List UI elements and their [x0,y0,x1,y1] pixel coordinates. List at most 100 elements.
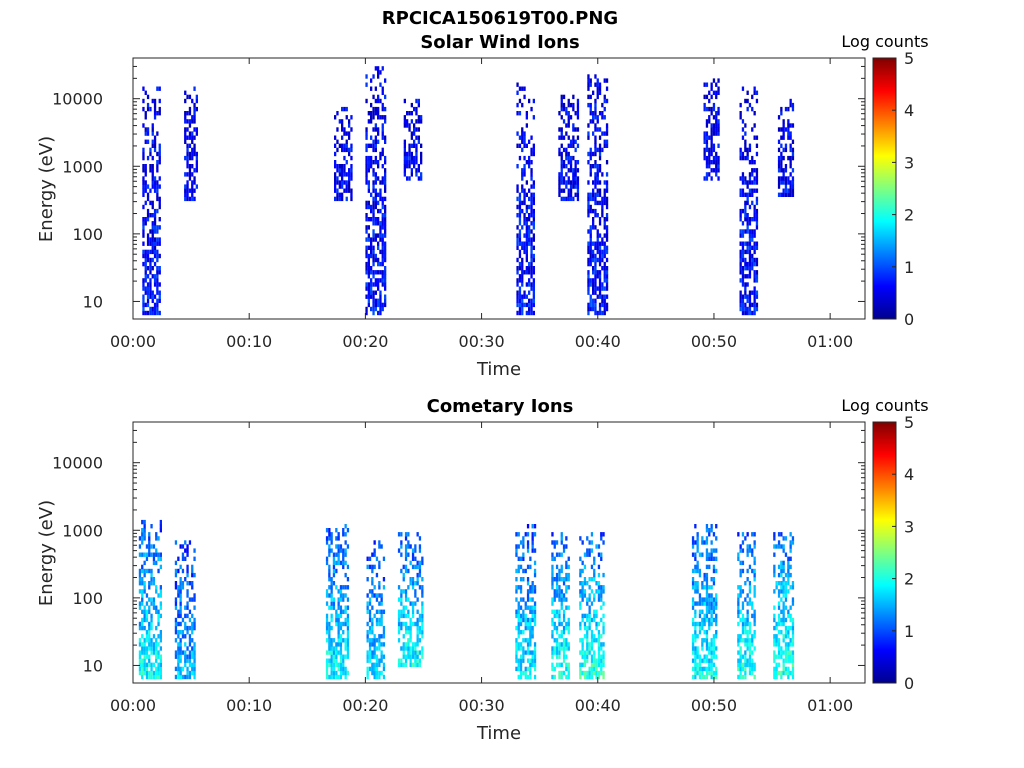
spectrogram-cell [555,638,559,643]
spectrogram-cell [741,253,745,259]
spectrogram-cell [753,298,756,303]
spectrogram-cell [414,650,417,655]
spectrogram-cell [414,593,417,598]
spectrogram-cell [368,601,372,606]
spectrogram-cell [739,188,742,193]
spectrogram-cell [409,654,412,659]
spectrogram-cell [715,568,718,574]
spectrogram-cell [791,188,795,193]
spectrogram-cell [410,155,413,161]
spectrogram-cell [378,544,381,549]
spectrogram-cell [153,184,157,189]
spectrogram-cell [594,184,597,189]
spectrogram-cell [753,278,756,283]
spectrogram-cell [744,650,747,655]
spectrogram-cell [411,548,415,553]
spectrogram-cell [384,78,387,83]
spectrogram-cell [784,589,788,594]
spectrogram-cell [780,572,783,578]
spectrogram-cell [601,208,604,214]
spectrogram-cell [151,221,154,226]
spectrogram-cell [587,180,590,185]
spectrogram-cell [403,119,406,124]
spectrogram-cell [739,593,742,598]
spectrogram-cell [375,646,379,651]
spectrogram-cell [751,253,754,259]
spectrogram-cell [744,625,747,631]
spectrogram-cell [522,630,525,635]
spectrogram-cell [701,621,704,627]
spectrogram-cell [696,585,699,590]
spectrogram-cell [551,634,554,639]
spectrogram-cell [184,613,187,619]
spectrogram-cell [528,237,531,242]
spectrogram-cell [150,617,153,623]
spectrogram-cell [145,568,149,574]
spectrogram-cell [588,548,591,553]
spectrogram-cell [330,581,333,586]
spectrogram-cell [344,646,347,651]
spectrogram-cell [565,536,568,541]
spectrogram-cell [381,106,384,112]
spectrogram-cell [594,208,597,214]
spectrogram-cell [188,662,192,667]
spectrogram-cell [384,229,387,234]
spectrogram-cell [791,155,795,161]
spectrogram-cell [777,180,781,185]
spectrogram-cell [555,654,559,659]
spectrogram-cell [343,188,346,193]
spectrogram-cell [705,581,709,586]
spectrogram-cell [516,204,519,210]
spectrogram-cell [777,621,781,627]
spectrogram-cell [344,524,347,529]
spectrogram-cell [594,172,597,177]
spectrogram-cell [179,621,182,627]
spectrogram-cell [328,662,331,667]
spectrogram-cell [152,556,156,561]
spectrogram-cell [367,298,370,303]
spectrogram-cell [576,111,580,116]
spectrogram-cell [710,528,713,533]
spectrogram-cell [344,617,347,623]
spectrogram-cell [744,617,747,623]
spectrogram-cell [592,192,595,197]
spectrogram-cell [526,625,530,631]
spectrogram-cell [748,229,752,234]
spectrogram-cell [773,638,776,643]
spectrogram-cell [751,601,754,606]
spectrogram-cell [525,249,528,255]
spectrogram-cell [148,642,151,647]
spectrogram-cell [186,164,189,169]
spectrogram-cell [151,204,154,210]
spectrogram-cell [144,249,147,255]
spectrogram-cell [177,674,180,680]
spectrogram-cell [332,666,336,672]
spectrogram-cell [737,597,740,602]
spectrogram-cell [777,564,781,570]
spectrogram-cell [746,609,749,614]
spectrogram-cell [191,597,194,602]
spectrogram-cell [370,192,373,197]
spectrogram-cell [377,74,380,79]
spectrogram-cell [753,180,756,185]
spectrogram-cell [753,568,756,574]
spectrogram-cell [143,560,146,566]
spectrogram-cell [530,221,533,226]
spectrogram-cell [159,670,162,676]
spectrogram-cell [522,597,525,602]
spectrogram-cell [325,613,329,619]
spectrogram-cell [411,605,415,610]
spectrogram-cell [739,609,742,614]
spectrogram-cell [741,127,745,132]
spectrogram-cell [404,556,408,561]
spectrogram-cell [562,196,566,202]
spectrogram-cell [560,102,563,108]
spectrogram-cell [195,151,198,157]
spectrogram-cell [703,613,706,619]
plot-frame [132,421,866,684]
spectrogram-cell [525,229,528,234]
spectrogram-cell [516,266,519,271]
spectrogram-cell [337,662,340,667]
spectrogram-cell [562,642,566,647]
spectrogram-cell [705,556,709,561]
